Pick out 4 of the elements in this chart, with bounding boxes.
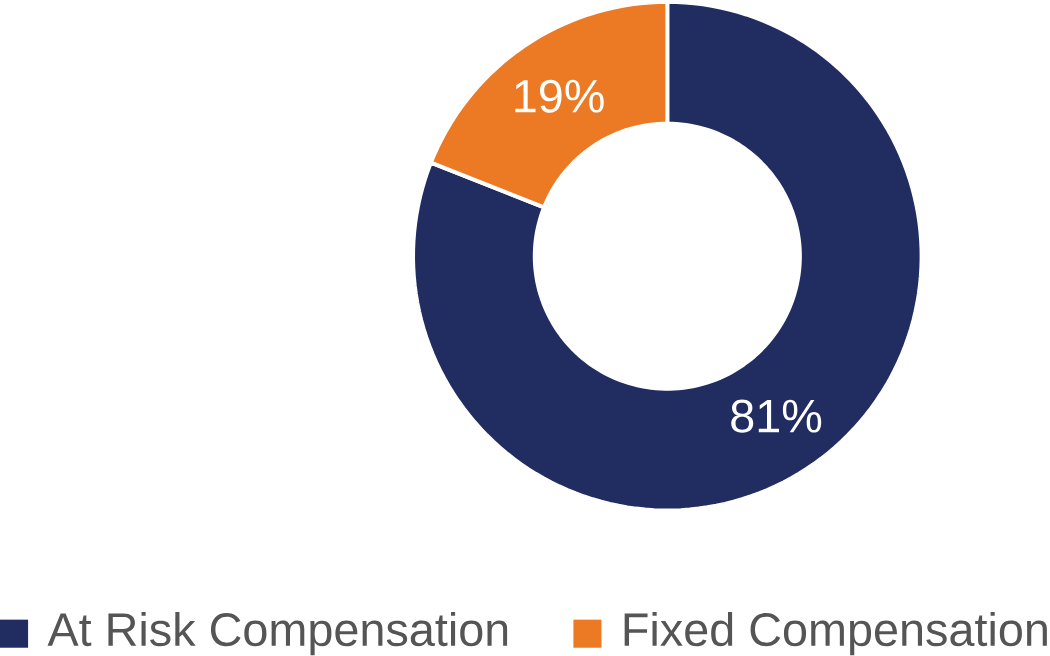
data-label: 81% (731, 399, 822, 433)
legend-label: Fixed Compensation (624, 612, 1047, 656)
data-label: 19% (515, 79, 604, 114)
legend-label: At Risk Compensation (47, 612, 508, 656)
